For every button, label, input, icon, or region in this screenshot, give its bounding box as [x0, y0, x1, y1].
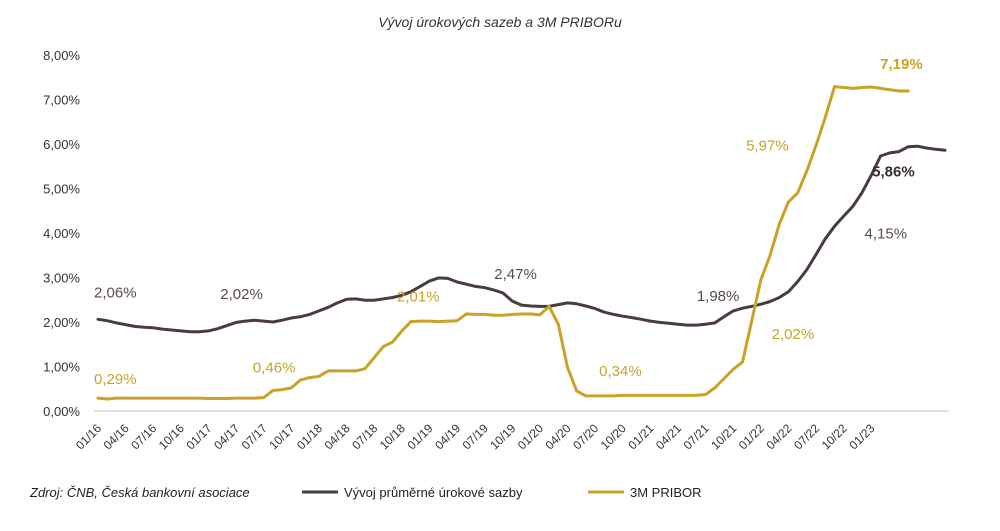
y-tick-label: 0,00%	[43, 404, 80, 419]
x-tick-label: 07/16	[128, 421, 159, 452]
x-tick-label: 01/17	[183, 421, 214, 452]
x-tick-label: 07/19	[460, 421, 491, 452]
x-tick-label: 07/21	[681, 421, 712, 452]
data-label-pribor: 2,02%	[772, 326, 815, 343]
y-tick-label: 4,00%	[43, 226, 80, 241]
legend-label-pribor: 3M PRIBOR	[630, 485, 702, 500]
y-tick-label: 6,00%	[43, 137, 80, 152]
source-note: Zdroj: ČNB, Česká bankovní asociace	[29, 485, 250, 500]
data-label-pribor: 0,29%	[94, 371, 137, 388]
x-tick-label: 04/17	[211, 421, 242, 452]
data-labels: 2,06% 2,02% 2,47% 1,98% 4,15% 5,86% 0,29% 0,46%…	[94, 56, 923, 388]
footer: Zdroj: ČNB, Česká bankovní asociace Vývo…	[29, 485, 702, 500]
data-label-pribor: 7,19%	[880, 56, 923, 73]
data-label-pribor: 5,97%	[746, 137, 789, 154]
chart-title: Vývoj úrokových sazeb a 3M PRIBORu	[378, 14, 622, 30]
x-tick-label: 07/18	[349, 421, 380, 452]
data-label-rate: 2,06%	[94, 284, 137, 301]
data-label-pribor: 0,34%	[599, 363, 642, 380]
data-label-rate: 2,02%	[220, 286, 263, 303]
data-label-pribor: 0,46%	[253, 360, 296, 377]
x-tick-label: 07/17	[239, 421, 270, 452]
series-line-rate	[96, 144, 947, 334]
data-label-rate: 5,86%	[872, 164, 915, 181]
data-label-rate: 4,15%	[865, 225, 908, 242]
y-tick-label: 5,00%	[43, 182, 80, 197]
x-tick-label: 07/20	[570, 421, 601, 452]
x-tick-label: 04/22	[763, 421, 794, 452]
x-tick-label: 10/18	[377, 421, 408, 452]
x-tick-label: 04/18	[322, 421, 353, 452]
x-tick-label: 01/20	[515, 421, 546, 452]
x-tick-label: 04/16	[101, 421, 132, 452]
x-tick-label: 01/16	[73, 421, 104, 452]
y-tick-label: 7,00%	[43, 93, 80, 108]
legend-label-rate: Vývoj průměrné úrokové sazby	[344, 485, 523, 500]
x-tick-label: 01/21	[625, 421, 656, 452]
x-tick-label: 01/18	[294, 421, 325, 452]
x-tick-label: 01/19	[404, 421, 435, 452]
y-axis: 0,00% 1,00% 2,00% 3,00% 4,00% 5,00% 6,00% 7,00%…	[43, 48, 80, 419]
x-tick-label: 01/23	[846, 421, 877, 452]
x-tick-label: 04/21	[653, 421, 684, 452]
y-tick-label: 1,00%	[43, 360, 80, 375]
x-tick-label: 10/22	[819, 421, 850, 452]
y-tick-label: 3,00%	[43, 271, 80, 286]
y-tick-label: 8,00%	[43, 48, 80, 63]
x-tick-label: 01/22	[736, 421, 767, 452]
x-tick-label: 07/22	[791, 421, 822, 452]
x-tick-label: 10/20	[598, 421, 629, 452]
x-axis: 01/1604/1607/1610/1601/1704/1707/1710/17…	[73, 421, 878, 452]
x-tick-label: 10/19	[487, 421, 518, 452]
x-tick-label: 10/21	[708, 421, 739, 452]
series-lines	[96, 85, 947, 401]
x-tick-label: 04/20	[543, 421, 574, 452]
data-label-pribor: 2,01%	[397, 289, 440, 306]
y-tick-label: 2,00%	[43, 315, 80, 330]
x-tick-label: 04/19	[432, 421, 463, 452]
x-tick-label: 10/17	[266, 421, 297, 452]
x-tick-label: 10/16	[156, 421, 187, 452]
data-label-rate: 1,98%	[697, 288, 740, 305]
series-line-pribor	[96, 85, 910, 401]
data-label-rate: 2,47%	[494, 266, 537, 283]
